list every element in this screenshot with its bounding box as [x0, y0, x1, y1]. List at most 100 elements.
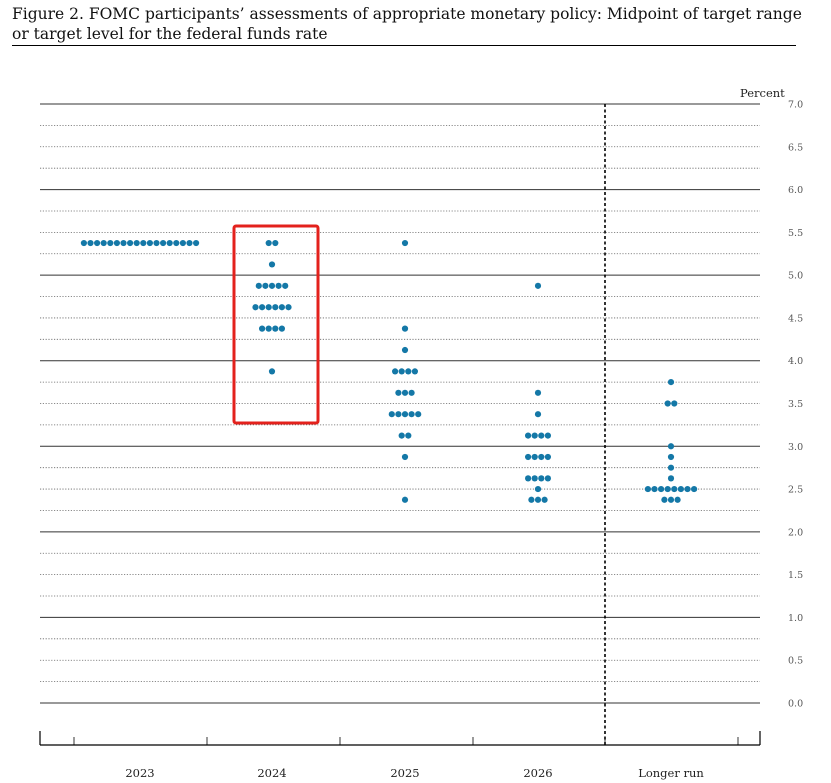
participant-dot	[186, 239, 193, 247]
participant-dot	[674, 496, 681, 503]
participant-dot	[133, 239, 140, 247]
y-tick-label: 6.0	[788, 185, 803, 196]
participant-dot	[544, 475, 552, 482]
participant-dot	[401, 325, 409, 332]
participant-dot	[411, 368, 418, 375]
participant-dot	[667, 464, 675, 471]
participant-dot	[691, 485, 698, 493]
participant-dot	[538, 453, 545, 461]
participant-dot	[401, 496, 409, 503]
highlight-layer	[232, 224, 320, 425]
participant-dot	[262, 282, 269, 289]
participant-dot	[661, 496, 668, 503]
participant-dot	[544, 453, 552, 461]
participant-dot	[401, 411, 409, 418]
participant-dot	[538, 432, 545, 439]
x-category-label: 2023	[125, 766, 154, 780]
participant-dot	[268, 282, 276, 289]
x-category-label: Longer run	[638, 766, 704, 780]
participant-dot	[80, 239, 87, 247]
participant-dot	[127, 239, 134, 247]
participant-dot	[401, 239, 409, 247]
participant-dot	[272, 304, 279, 311]
figure-title: Figure 2. FOMC participants’ assessments…	[12, 5, 802, 43]
title-rule	[12, 45, 796, 46]
participant-dot	[671, 400, 678, 407]
y-tick-label: 3.5	[788, 399, 803, 410]
participant-dot	[644, 485, 652, 493]
participant-dot	[667, 443, 675, 450]
participant-dot	[392, 368, 399, 375]
participant-dot	[179, 239, 186, 247]
y-tick-label: 6.5	[788, 142, 803, 153]
y-tick-label: 4.5	[788, 313, 803, 324]
participant-dot	[153, 239, 160, 247]
participant-dot	[534, 411, 542, 418]
participant-dot	[534, 282, 542, 289]
y-tick-label: 1.0	[788, 613, 803, 624]
x-category-label: 2024	[257, 766, 286, 780]
participant-dot	[193, 239, 200, 247]
participant-dot	[265, 239, 272, 247]
participant-dot	[252, 304, 259, 311]
y-tick-label: 3.0	[788, 442, 803, 453]
participant-dot	[120, 239, 127, 247]
participant-dot	[278, 304, 285, 311]
participant-dot	[401, 346, 409, 354]
participant-dot	[684, 485, 691, 493]
y-tick-label: 1.5	[788, 570, 803, 581]
y-axis-unit-label: Percent	[740, 86, 785, 100]
participant-dot	[395, 389, 402, 396]
participant-dot	[398, 432, 405, 439]
x-category-label: 2026	[523, 766, 552, 780]
y-tick-label: 2.5	[788, 485, 803, 496]
participant-dot	[272, 325, 279, 332]
participant-dot	[401, 453, 409, 461]
y-tick-label: 0.0	[788, 699, 803, 710]
participant-dot	[278, 325, 285, 332]
participant-dot	[173, 239, 180, 247]
participant-dot	[268, 261, 276, 268]
y-tick-label: 5.0	[788, 271, 803, 282]
x-category-label: 2025	[390, 766, 419, 780]
participant-dot	[534, 389, 542, 396]
participant-dot	[408, 411, 415, 418]
participant-dot	[275, 282, 282, 289]
participant-dot	[528, 496, 535, 503]
participant-dot	[146, 239, 153, 247]
y-tick-label: 5.5	[788, 228, 803, 239]
participant-dot	[667, 453, 675, 461]
participant-dot	[259, 304, 266, 311]
y-tick-label: 0.5	[788, 656, 803, 667]
participant-dot	[113, 239, 120, 247]
participant-dot	[534, 485, 542, 493]
participant-dot	[268, 368, 276, 375]
participant-dot	[405, 368, 412, 375]
participant-dot	[166, 239, 173, 247]
participant-dot	[100, 239, 107, 247]
participant-dot	[401, 389, 409, 396]
x-category-labels: 2023 2024 2025 2026 Longer run	[125, 766, 704, 780]
participant-dot	[94, 239, 101, 247]
participant-dot	[534, 496, 542, 503]
participant-dot	[87, 239, 94, 247]
participant-dot	[140, 239, 147, 247]
participant-dot	[531, 453, 538, 461]
participant-dot	[658, 485, 665, 493]
dots-layer	[80, 239, 698, 503]
participant-dot	[405, 432, 412, 439]
participant-dot	[531, 475, 538, 482]
participant-dot	[677, 485, 685, 493]
participant-dot	[667, 475, 675, 482]
participant-dot	[395, 411, 402, 418]
participant-dot	[667, 379, 675, 386]
participant-dot	[415, 411, 422, 418]
participant-dot	[398, 368, 405, 375]
grid-layer	[40, 103, 760, 704]
highlight-box	[232, 224, 320, 425]
participant-dot	[525, 432, 532, 439]
y-tick-label: 4.0	[788, 356, 803, 367]
axis-frame	[39, 104, 761, 746]
participant-dot	[531, 432, 538, 439]
